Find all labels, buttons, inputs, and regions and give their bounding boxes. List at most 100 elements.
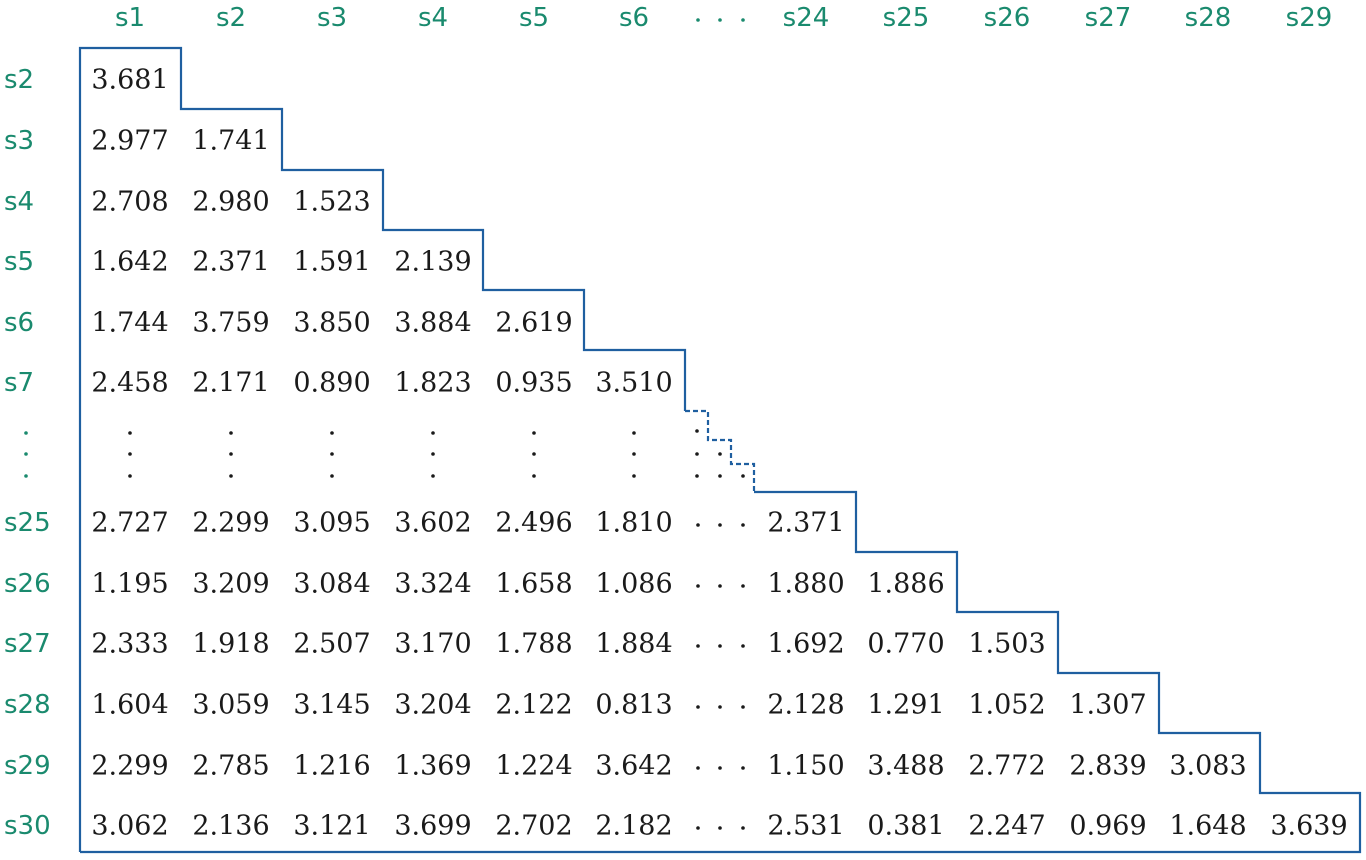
matrix-cells: 3.681 2.977 1.741 2.708 2.980 1.523 1.642 2.371… bbox=[91, 65, 1347, 842]
column-ellipsis-dot bbox=[128, 452, 132, 456]
matrix-cell: 1.823 bbox=[394, 368, 471, 399]
matrix-cell: 3.759 bbox=[192, 308, 269, 339]
matrix-cell: 3.510 bbox=[595, 368, 672, 399]
row-label: s30 bbox=[4, 811, 51, 841]
column-ellipsis-dot bbox=[632, 474, 636, 478]
column-ellipsis-dot bbox=[330, 452, 334, 456]
matrix-cell: 2.171 bbox=[192, 368, 269, 399]
column-ellipsis-dot bbox=[431, 431, 435, 435]
matrix-cell: 3.324 bbox=[394, 569, 471, 600]
matrix-cell: 1.086 bbox=[595, 569, 672, 600]
diagonal-ellipsis-dot bbox=[695, 429, 699, 433]
matrix-cell: 2.980 bbox=[192, 187, 269, 218]
matrix-cell: 3.084 bbox=[293, 569, 370, 600]
matrix-outline bbox=[78, 46, 1362, 854]
matrix-cell: 2.839 bbox=[1069, 751, 1146, 782]
matrix-cell: 1.880 bbox=[767, 569, 844, 600]
matrix-cell: 1.692 bbox=[767, 629, 844, 660]
diagonal-ellipsis-dot bbox=[718, 474, 722, 478]
matrix-cell: 2.371 bbox=[767, 508, 844, 539]
column-ellipsis-dot bbox=[431, 452, 435, 456]
matrix-cell: 3.095 bbox=[293, 508, 370, 539]
matrix-cell: 2.371 bbox=[192, 247, 269, 278]
row-ellipsis-dot bbox=[718, 584, 722, 588]
matrix-cell: 2.702 bbox=[495, 811, 572, 842]
row-ellipsis-dot bbox=[741, 826, 745, 830]
matrix-cell: 1.052 bbox=[968, 690, 1045, 721]
column-ellipsis-dot bbox=[229, 474, 233, 478]
matrix-cell: 2.299 bbox=[91, 751, 168, 782]
header-ellipsis-dot bbox=[696, 18, 700, 22]
matrix-cell: 1.195 bbox=[91, 569, 168, 600]
matrix-cell: 1.307 bbox=[1069, 690, 1146, 721]
column-header: s6 bbox=[619, 3, 649, 33]
matrix-cell: 3.062 bbox=[91, 811, 168, 842]
matrix-cell: 2.619 bbox=[495, 308, 572, 339]
row-ellipsis-dot bbox=[741, 766, 745, 770]
column-ellipsis-dot bbox=[431, 474, 435, 478]
column-ellipsis-dot bbox=[632, 431, 636, 435]
matrix-cell: 1.216 bbox=[293, 751, 370, 782]
column-ellipsis-dot bbox=[330, 431, 334, 435]
column-ellipsis-dot bbox=[532, 474, 536, 478]
matrix-cell: 2.333 bbox=[91, 629, 168, 660]
column-header: s5 bbox=[519, 3, 549, 33]
matrix-cell: 2.122 bbox=[495, 690, 572, 721]
matrix-cell: 1.744 bbox=[91, 308, 168, 339]
matrix-cell: 2.708 bbox=[91, 187, 168, 218]
matrix-cell: 3.602 bbox=[394, 508, 471, 539]
matrix-cell: 3.145 bbox=[293, 690, 370, 721]
matrix-cell: 2.247 bbox=[968, 811, 1045, 842]
column-header: s1 bbox=[115, 3, 145, 33]
row-ellipsis-dot bbox=[718, 766, 722, 770]
row-ellipsis-dot bbox=[741, 644, 745, 648]
matrix-cell: 0.969 bbox=[1069, 811, 1146, 842]
row-labels: s2 s3 s4 s5 s6 s7 s25 s26 s27 s28 s29 s30 bbox=[4, 65, 51, 841]
matrix-cell: 3.850 bbox=[293, 308, 370, 339]
column-header: s25 bbox=[883, 3, 930, 33]
row-ellipsis-dot bbox=[741, 705, 745, 709]
matrix-cell: 3.121 bbox=[293, 811, 370, 842]
ellipsis-dots bbox=[24, 18, 745, 830]
matrix-cell: 2.507 bbox=[293, 629, 370, 660]
row-label: s27 bbox=[4, 629, 51, 659]
matrix-cell: 1.886 bbox=[867, 569, 944, 600]
matrix-cell: 1.369 bbox=[394, 751, 471, 782]
column-header: s29 bbox=[1286, 3, 1333, 33]
matrix-cell: 0.890 bbox=[293, 368, 370, 399]
header-ellipsis-dot bbox=[718, 18, 722, 22]
row-ellipsis-dot bbox=[741, 584, 745, 588]
row-label-ellipsis-dot bbox=[24, 474, 28, 478]
row-ellipsis-dot bbox=[696, 644, 700, 648]
column-ellipsis-dot bbox=[532, 431, 536, 435]
column-headers: s1 s2 s3 s4 s5 s6 s24 s25 s26 s27 s28 s29 bbox=[115, 3, 1332, 33]
matrix-cell: 1.150 bbox=[767, 751, 844, 782]
matrix-cell: 3.639 bbox=[1270, 811, 1347, 842]
matrix-outline-bottom bbox=[80, 490, 1362, 854]
matrix-cell: 1.918 bbox=[192, 629, 269, 660]
column-ellipsis-dot bbox=[229, 431, 233, 435]
matrix-cell: 0.770 bbox=[867, 629, 944, 660]
matrix-cell: 2.531 bbox=[767, 811, 844, 842]
matrix-outline-dashed bbox=[685, 409, 756, 492]
diagonal-ellipsis-dot bbox=[695, 474, 699, 478]
matrix-cell: 3.170 bbox=[394, 629, 471, 660]
matrix-cell: 1.658 bbox=[495, 569, 572, 600]
column-ellipsis-dot bbox=[632, 452, 636, 456]
row-ellipsis-dot bbox=[718, 826, 722, 830]
header-ellipsis-dot bbox=[741, 18, 745, 22]
matrix-cell: 2.772 bbox=[968, 751, 1045, 782]
matrix-cell: 2.136 bbox=[192, 811, 269, 842]
matrix-cell: 2.128 bbox=[767, 690, 844, 721]
row-label-ellipsis-dot bbox=[24, 452, 28, 456]
matrix-cell: 0.935 bbox=[495, 368, 572, 399]
matrix-cell: 3.884 bbox=[394, 308, 471, 339]
row-ellipsis-dot bbox=[696, 766, 700, 770]
matrix-cell: 3.488 bbox=[867, 751, 944, 782]
row-ellipsis-dot bbox=[718, 644, 722, 648]
row-ellipsis-dot bbox=[718, 523, 722, 527]
matrix-cell: 3.209 bbox=[192, 569, 269, 600]
row-label: s25 bbox=[4, 508, 51, 538]
matrix-cell: 1.604 bbox=[91, 690, 168, 721]
